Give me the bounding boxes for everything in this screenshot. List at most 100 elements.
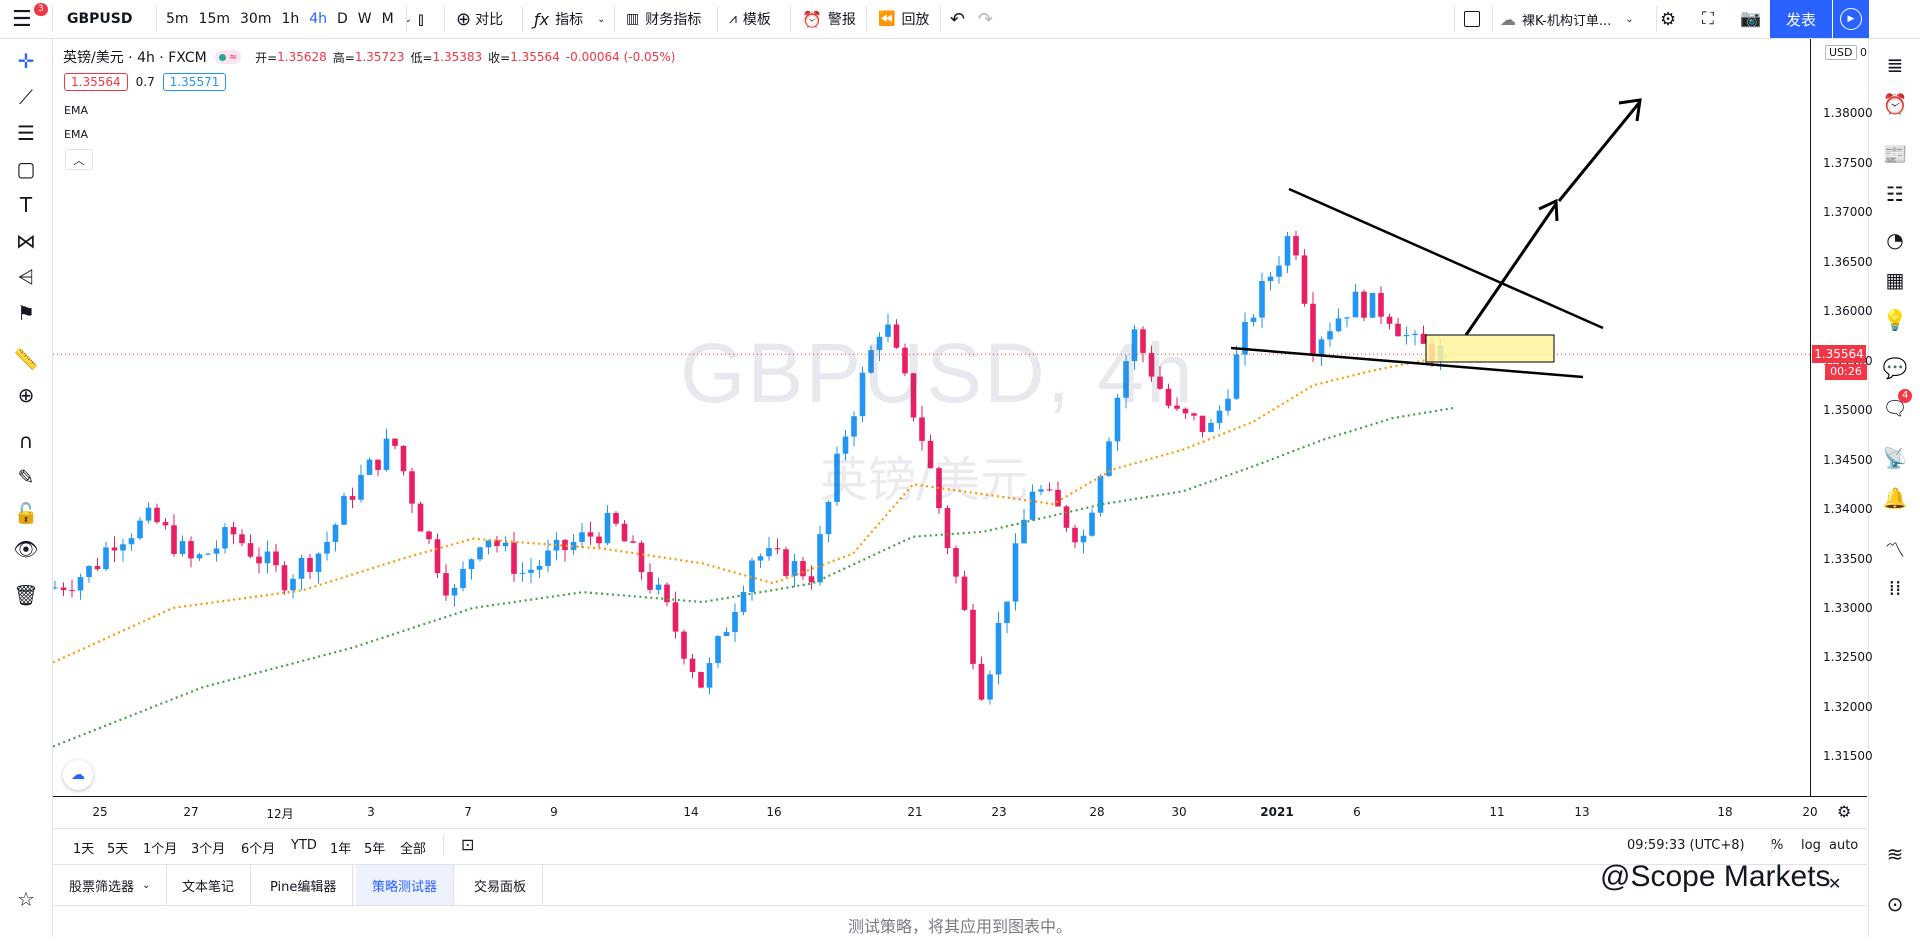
range-1d[interactable]: 1天	[73, 842, 95, 857]
tradingview-logo-icon[interactable]: ☁	[63, 760, 93, 790]
calendar-icon[interactable]: ▦	[1885, 268, 1905, 292]
bell-icon[interactable]: 🔔	[1882, 486, 1908, 510]
layout-menu[interactable]: ☁ 裸K-机构订单... ⌄	[1500, 0, 1634, 38]
tab-pine-editor[interactable]: Pine编辑器	[254, 865, 354, 905]
trend-icon[interactable]: 〽	[1885, 537, 1905, 562]
templates-button[interactable]: ⩘ 模板	[729, 0, 771, 38]
tab-strategy-tester[interactable]: 策略测试器	[356, 865, 455, 905]
ema-legend-2[interactable]: EMA	[64, 128, 88, 141]
zoom-in-icon[interactable]: ⊕	[17, 383, 35, 407]
replay-label: 回放	[901, 12, 930, 28]
interval-1h[interactable]: 1h	[281, 11, 300, 27]
ask-button[interactable]: 1.35571	[162, 73, 227, 91]
lock-icon[interactable]: 🔓	[13, 501, 39, 525]
bid-button[interactable]: 1.35564	[64, 73, 128, 91]
layers-icon[interactable]: ≋	[1886, 842, 1904, 866]
menu-button[interactable]: ☰ 3	[12, 0, 48, 38]
eye-icon[interactable]: 👁	[13, 537, 39, 561]
financials-button[interactable]: ▥ 财务指标	[626, 0, 701, 38]
pattern-icon[interactable]: ⋈	[16, 229, 36, 253]
range-all[interactable]: 全部	[400, 842, 427, 857]
tab-text-notes[interactable]: 文本笔记	[166, 865, 252, 905]
rectangle-icon[interactable]: ▢	[16, 157, 36, 181]
currency-label[interactable]: USD 0	[1825, 45, 1867, 60]
candle-body	[1208, 422, 1214, 432]
streams-icon[interactable]: 📡	[1882, 446, 1908, 470]
range-ytd[interactable]: YTD	[291, 838, 317, 853]
magnet-icon[interactable]: ∩	[18, 429, 34, 453]
replay-button[interactable]: ⏪ 回放	[878, 0, 929, 38]
ruler-icon[interactable]: 📏	[13, 347, 39, 371]
gear-icon[interactable]: ⚙	[1660, 8, 1677, 30]
multi-layout-button[interactable]	[1464, 0, 1480, 38]
ema-legend-1[interactable]: EMA	[64, 104, 88, 117]
news-icon[interactable]: 📰	[1882, 142, 1908, 166]
candles-icon: ⫾	[418, 8, 424, 30]
log-toggle[interactable]: log	[1801, 838, 1821, 853]
interval-w[interactable]: W	[357, 11, 372, 27]
price-axis[interactable]: USD 0 1.38000 1.37500 1.37000 1.36500 1.3600…	[1810, 39, 1873, 796]
alert-button[interactable]: ⏰ 警报	[802, 0, 856, 38]
interval-selector: 5m 15m 30m 1h 4h D W M ⌄	[161, 0, 417, 38]
data-window-icon[interactable]: ☷	[1886, 182, 1904, 206]
interval-30m[interactable]: 30m	[240, 11, 272, 27]
range-3m[interactable]: 3个月	[191, 842, 226, 857]
interval-m[interactable]: M	[381, 11, 394, 27]
price-tick: 1.34500	[1823, 452, 1873, 467]
interval-4h[interactable]: 4h	[309, 11, 328, 27]
interval-d[interactable]: D	[337, 11, 348, 27]
star-icon[interactable]: ☆	[17, 887, 35, 911]
gear-icon[interactable]: ⚙	[1837, 802, 1852, 821]
messages-icon[interactable]: 🗨 4	[1880, 389, 1913, 423]
crosshair-icon[interactable]: ✛	[17, 49, 35, 73]
trash-icon[interactable]: 🗑	[13, 583, 39, 607]
arrow-head-1	[1538, 198, 1559, 222]
tab-trading-panel[interactable]: 交易面板	[458, 865, 544, 905]
range-5y[interactable]: 5年	[364, 842, 386, 857]
price-chart[interactable]	[53, 39, 1810, 796]
percent-toggle[interactable]: %	[1771, 838, 1784, 853]
range-1y[interactable]: 1年	[330, 842, 352, 857]
ideas-icon[interactable]: 💡	[1882, 308, 1908, 332]
interval-5m[interactable]: 5m	[166, 11, 189, 27]
chat-icon[interactable]: 💬	[1882, 356, 1908, 380]
close-panel-icon[interactable]: ✕	[1828, 874, 1842, 893]
pencil-lock-icon[interactable]: ✎	[17, 465, 35, 489]
time-axis[interactable]: 25 27 12月 3 7 9 14 16 21 23 28 30 2021 6 11 13 18 20 ⚙	[53, 796, 1867, 827]
auto-toggle[interactable]: auto	[1829, 838, 1859, 853]
collapse-legend-button[interactable]: ︿	[65, 149, 93, 170]
play-button[interactable]: ▶	[1833, 0, 1869, 38]
redo-icon[interactable]: ↷	[978, 8, 994, 30]
fullscreen-icon[interactable]: ⛶	[1702, 9, 1714, 29]
legend-title[interactable]: 英镑/美元 · 4h · FXCM	[63, 50, 207, 66]
compare-button[interactable]: ⊕ 对比	[456, 0, 503, 38]
goto-date-icon[interactable]: ⊡	[461, 835, 475, 854]
chevron-down-icon[interactable]: ⌄	[403, 13, 413, 25]
tab-stock-screener[interactable]: 股票筛选器 ⌄	[53, 865, 168, 905]
indicators-button[interactable]: ƒx 指标 ⌄	[534, 0, 606, 38]
range-5d[interactable]: 5天	[107, 842, 129, 857]
measure-tools-icon[interactable]: ⩤	[18, 265, 34, 289]
flag-icon[interactable]: ⚑	[17, 301, 35, 325]
undo-icon[interactable]: ↶	[950, 8, 966, 30]
hotlist-icon[interactable]: ◔	[1886, 228, 1904, 252]
camera-icon[interactable]: 📷	[1740, 9, 1762, 29]
candle-body	[1276, 265, 1282, 277]
candle-body	[94, 566, 101, 570]
trend-line-icon[interactable]: ⟋	[19, 85, 33, 109]
text-icon[interactable]: T	[19, 193, 33, 217]
clock[interactable]: 09:59:33 (UTC+8)	[1627, 838, 1745, 853]
symbol-search[interactable]: GBPUSD	[67, 11, 133, 27]
alarm-clock-icon[interactable]: ⏰	[1882, 92, 1908, 116]
watchlist-icon[interactable]: ≣	[1886, 53, 1904, 77]
candle-body	[281, 565, 288, 591]
fib-icon[interactable]: ☰	[17, 121, 35, 145]
publish-button[interactable]: 发表	[1770, 0, 1832, 38]
range-6m[interactable]: 6个月	[241, 842, 276, 857]
help-icon[interactable]: ⊙	[1886, 892, 1904, 916]
alarm-icon: ⏰	[802, 9, 822, 29]
chart-type-button[interactable]: ⫾	[418, 0, 424, 38]
range-1m[interactable]: 1个月	[143, 842, 178, 857]
dots-grid-icon[interactable]: ⁞⁞	[1888, 576, 1902, 600]
interval-15m[interactable]: 15m	[198, 11, 230, 27]
